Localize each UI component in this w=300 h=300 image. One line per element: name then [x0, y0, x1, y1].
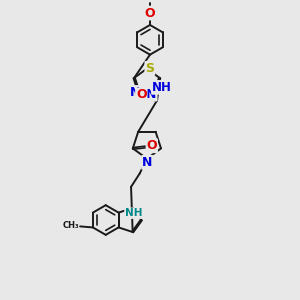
Text: S: S: [145, 62, 154, 75]
Text: O: O: [136, 88, 147, 101]
Text: N: N: [130, 86, 140, 99]
Text: N: N: [142, 156, 152, 169]
Text: NH: NH: [152, 81, 172, 94]
Text: N: N: [146, 88, 157, 100]
Text: NH: NH: [125, 208, 142, 218]
Text: O: O: [146, 139, 157, 152]
Text: O: O: [145, 7, 155, 20]
Text: CH₃: CH₃: [62, 221, 79, 230]
